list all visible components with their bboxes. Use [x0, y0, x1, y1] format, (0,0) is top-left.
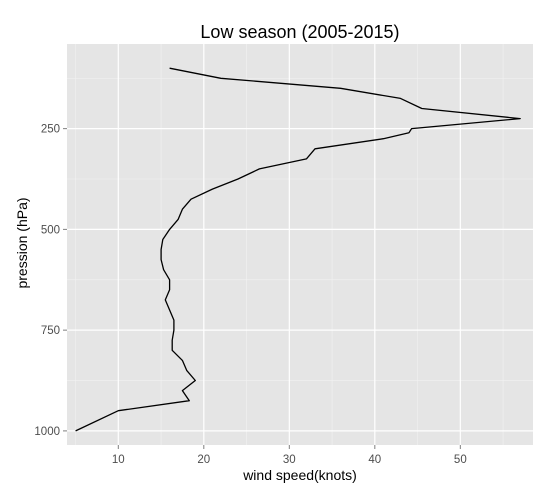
x-tick-label: 40 — [368, 454, 381, 466]
y-axis-title: pression (hPa) — [14, 197, 30, 288]
x-axis-title: wind speed(knots) — [242, 467, 357, 483]
y-tick-label: 750 — [41, 325, 60, 337]
x-axis: 10 20 30 40 50 — [112, 445, 467, 466]
series-line — [75, 67, 521, 432]
plot-panel — [67, 44, 533, 445]
series-layer — [75, 67, 521, 432]
x-tick-label: 50 — [454, 454, 467, 466]
x-tick-label: 10 — [112, 454, 125, 466]
x-tick-label: 30 — [283, 454, 296, 466]
y-tick-label: 500 — [41, 224, 60, 236]
grid-minor — [67, 44, 533, 445]
grid-major — [67, 44, 533, 445]
y-axis: 250 500 750 1000 — [34, 124, 67, 438]
y-tick-label: 1000 — [34, 426, 60, 438]
chart-title: Low season (2005-2015) — [200, 22, 399, 42]
y-tick-label: 250 — [41, 124, 60, 136]
x-tick-label: 20 — [197, 454, 210, 466]
